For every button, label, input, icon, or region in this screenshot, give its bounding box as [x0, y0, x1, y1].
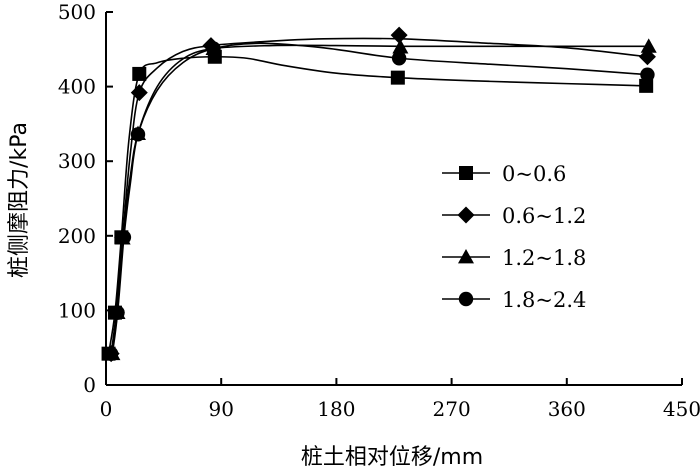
data-point-circle	[391, 51, 407, 66]
data-point-triangle	[392, 39, 409, 54]
x-tick-label: 450	[663, 397, 700, 421]
data-point-circle	[116, 230, 132, 245]
legend-marker-diamond	[457, 206, 475, 224]
legend-marker-square	[459, 166, 473, 180]
y-tick-label: 300	[58, 149, 96, 173]
y-tick-label: 0	[83, 373, 96, 397]
data-point-circle	[206, 41, 221, 56]
axes	[105, 12, 682, 386]
legend-label: 1.8~2.4	[502, 288, 586, 312]
data-point-square	[639, 78, 654, 93]
x-tick-label: 270	[433, 397, 471, 421]
legend-item: 0.6~1.2	[442, 204, 586, 228]
y-tick-label: 500	[58, 0, 96, 24]
data-point-square	[132, 66, 147, 81]
y-tick-label: 100	[58, 298, 96, 322]
y-axis-title: 桩侧摩阻力/kPa	[7, 122, 32, 278]
x-tick-label: 90	[208, 397, 233, 421]
legend-marker-triangle	[458, 249, 474, 264]
data-point-circle	[130, 127, 146, 142]
legend-item: 0~0.6	[442, 162, 566, 186]
legend: 0~0.6 0.6~1.2 1.2~1.8 1.8~2.4	[442, 162, 586, 312]
y-tick-label: 400	[58, 75, 96, 99]
y-tick-label: 200	[58, 224, 96, 248]
legend-marker-circle	[458, 291, 474, 307]
legend-label: 0.6~1.2	[502, 204, 586, 228]
data-point-triangle	[640, 38, 657, 53]
x-axis-title: 桩土相对位移/mm	[301, 445, 483, 470]
legend-item: 1.2~1.8	[442, 246, 586, 270]
data-point-diamond	[130, 84, 148, 102]
legend-label: 0~0.6	[502, 162, 566, 186]
data-point-diamond	[390, 26, 408, 44]
ticks: 0 90 180 270 360 450 0 100 200 300 400 500	[58, 0, 700, 421]
data-point-circle	[110, 305, 125, 320]
legend-item: 1.8~2.4	[442, 288, 586, 312]
x-tick-label: 360	[548, 397, 586, 421]
series-4	[103, 41, 655, 361]
series-layer	[101, 26, 657, 363]
x-tick-label: 0	[100, 397, 113, 421]
data-point-circle	[103, 346, 119, 361]
data-point-circle	[640, 67, 655, 82]
legend-label: 1.2~1.8	[502, 246, 586, 270]
data-point-square	[390, 70, 405, 85]
x-tick-label: 180	[317, 397, 355, 421]
